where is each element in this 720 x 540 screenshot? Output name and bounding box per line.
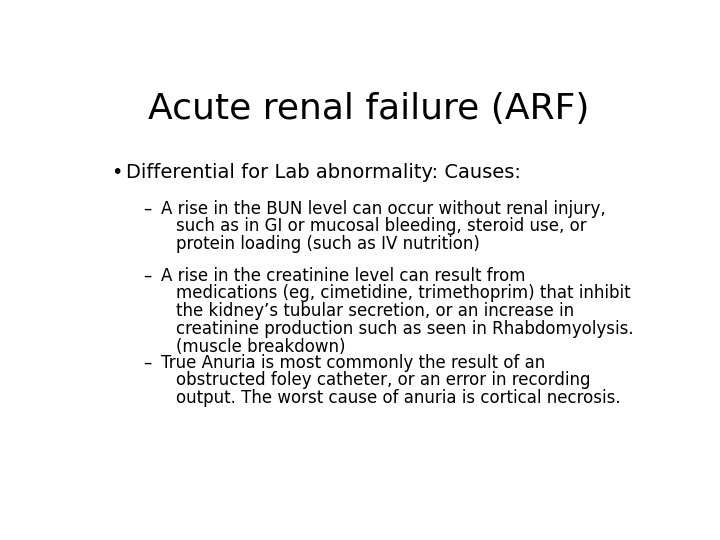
Text: –: –	[143, 200, 151, 218]
Text: output. The worst cause of anuria is cortical necrosis.: output. The worst cause of anuria is cor…	[176, 389, 621, 407]
Text: –: –	[143, 267, 151, 285]
Text: the kidney’s tubular secretion, or an increase in: the kidney’s tubular secretion, or an in…	[176, 302, 575, 320]
Text: protein loading (such as IV nutrition): protein loading (such as IV nutrition)	[176, 235, 480, 253]
Text: (muscle breakdown): (muscle breakdown)	[176, 338, 346, 356]
Text: obstructed foley catheter, or an error in recording: obstructed foley catheter, or an error i…	[176, 372, 591, 389]
Text: medications (eg, cimetidine, trimethoprim) that inhibit: medications (eg, cimetidine, trimethopri…	[176, 285, 631, 302]
Text: True Anuria is most commonly the result of an: True Anuria is most commonly the result …	[161, 354, 546, 372]
Text: Differential for Lab abnormality: Causes:: Differential for Lab abnormality: Causes…	[126, 164, 521, 183]
Text: such as in GI or mucosal bleeding, steroid use, or: such as in GI or mucosal bleeding, stero…	[176, 218, 587, 235]
Text: A rise in the BUN level can occur without renal injury,: A rise in the BUN level can occur withou…	[161, 200, 606, 218]
Text: –: –	[143, 354, 151, 372]
Text: Acute renal failure (ARF): Acute renal failure (ARF)	[148, 92, 590, 126]
Text: •: •	[111, 164, 122, 183]
Text: A rise in the creatinine level can result from: A rise in the creatinine level can resul…	[161, 267, 526, 285]
Text: creatinine production such as seen in Rhabdomyolysis.: creatinine production such as seen in Rh…	[176, 320, 634, 338]
